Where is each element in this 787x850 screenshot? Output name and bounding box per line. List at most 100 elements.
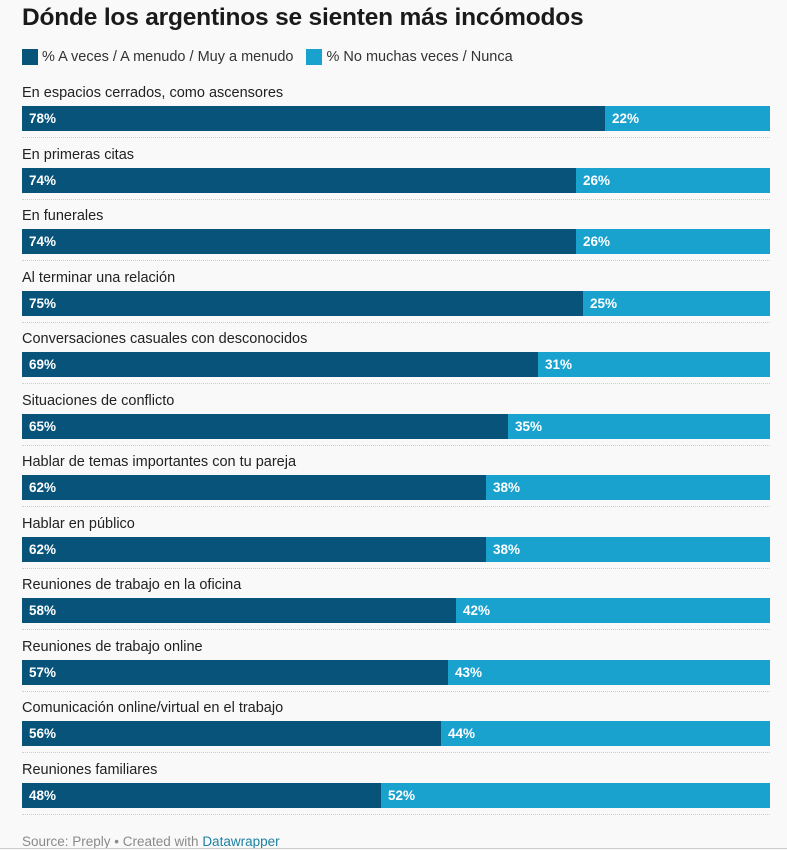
stacked-bar: 65% 35% bbox=[22, 413, 770, 439]
legend-label-frequent: % A veces / A menudo / Muy a menudo bbox=[42, 49, 294, 65]
datawrapper-link[interactable]: Datawrapper bbox=[202, 834, 280, 849]
data-label-frequent: 58% bbox=[29, 603, 57, 618]
legend-item-frequent: % A veces / A menudo / Muy a menudo bbox=[22, 49, 293, 65]
bar-segment-frequent bbox=[22, 413, 508, 439]
bar-row: Conversaciones casuales con desconocidos… bbox=[22, 330, 770, 386]
category-label: Reuniones de trabajo online bbox=[22, 638, 203, 655]
data-label-frequent: 65% bbox=[29, 418, 57, 434]
category-label: Reuniones familiares bbox=[22, 761, 158, 778]
legend: % A veces / A menudo / Muy a menudo % No… bbox=[22, 49, 526, 65]
data-label-frequent: 56% bbox=[29, 726, 57, 741]
category-label: En funerales bbox=[22, 208, 104, 224]
stacked-bar: 74% 26% bbox=[22, 229, 770, 254]
data-label-frequent: 69% bbox=[29, 357, 57, 372]
data-label-frequent: 75% bbox=[29, 295, 57, 311]
row-separator bbox=[22, 813, 770, 815]
category-label: Situaciones de conflicto bbox=[22, 392, 175, 409]
data-label-frequent: 78% bbox=[29, 111, 57, 126]
data-label-rare: 35% bbox=[515, 418, 543, 434]
stacked-bar: 56% 44% bbox=[22, 721, 770, 746]
bar-row: Reuniones de trabajo online 57% 43% bbox=[22, 638, 770, 694]
stacked-bar: 48% 52% bbox=[22, 782, 770, 808]
data-label-rare: 43% bbox=[455, 664, 483, 680]
legend-item-rare: % No muchas veces / Nunca bbox=[306, 49, 513, 65]
chart-title: Dónde los argentinos se sienten más incó… bbox=[22, 4, 584, 31]
row-separator bbox=[22, 198, 770, 200]
data-label-rare: 31% bbox=[545, 357, 573, 372]
data-label-rare: 44% bbox=[448, 726, 476, 741]
bar-segment-rare bbox=[381, 782, 770, 808]
source-text: Source: Preply • Created with bbox=[22, 834, 203, 849]
data-label-rare: 52% bbox=[388, 787, 416, 803]
bar-segment-frequent bbox=[22, 782, 381, 808]
data-label-frequent: 62% bbox=[29, 541, 57, 557]
bar-segment-frequent bbox=[22, 721, 441, 746]
bar-segment-rare bbox=[486, 475, 770, 500]
data-label-frequent: 48% bbox=[29, 787, 57, 803]
bar-segment-rare bbox=[486, 536, 770, 562]
bottom-divider bbox=[0, 848, 787, 849]
bar-segment-rare bbox=[448, 659, 770, 685]
bar-segment-frequent bbox=[22, 106, 605, 131]
footer: Source: Preply • Created with Datawrappe… bbox=[22, 834, 280, 849]
data-label-frequent: 57% bbox=[29, 664, 57, 680]
bar-segment-frequent bbox=[22, 659, 448, 685]
data-label-rare: 38% bbox=[493, 480, 521, 495]
row-separator bbox=[22, 567, 770, 569]
category-label: En espacios cerrados, como ascensores bbox=[22, 85, 284, 101]
stacked-bar: 74% 26% bbox=[22, 167, 770, 193]
category-label: Hablar de temas importantes con tu parej… bbox=[22, 454, 297, 470]
bar-row: En funerales 74% 26% bbox=[22, 207, 770, 263]
bar-row: Reuniones de trabajo en la oficina 58% 42% bbox=[22, 576, 770, 632]
bar-row: Reuniones familiares 48% 52% bbox=[22, 761, 770, 817]
data-label-rare: 26% bbox=[583, 234, 611, 249]
data-label-frequent: 62% bbox=[29, 480, 57, 495]
data-label-rare: 38% bbox=[493, 541, 521, 557]
bar-segment-rare bbox=[456, 598, 770, 623]
data-label-frequent: 74% bbox=[29, 234, 57, 249]
category-label: Reuniones de trabajo en la oficina bbox=[22, 577, 242, 593]
row-separator bbox=[22, 137, 770, 138]
bar-row: En espacios cerrados, como ascensores 78%… bbox=[22, 84, 770, 140]
row-separator bbox=[22, 752, 770, 753]
bar-segment-rare bbox=[576, 229, 770, 254]
bar-segment-frequent bbox=[22, 167, 576, 193]
row-separator bbox=[22, 690, 770, 692]
bar-segment-frequent bbox=[22, 475, 486, 500]
stacked-bar: 62% 38% bbox=[22, 536, 770, 562]
row-separator bbox=[22, 260, 770, 261]
category-label: En primeras citas bbox=[22, 146, 135, 163]
bar-segment-frequent bbox=[22, 229, 576, 254]
stacked-bar: 62% 38% bbox=[22, 475, 770, 500]
row-separator bbox=[22, 629, 770, 630]
stacked-bar: 57% 43% bbox=[22, 659, 770, 685]
bar-row: En primeras citas 74% 26% bbox=[22, 146, 770, 202]
legend-swatch-rare bbox=[306, 49, 323, 65]
bar-row: Hablar en público 62% 38% bbox=[22, 515, 770, 571]
bar-row: Al terminar una relación 75% 25% bbox=[22, 269, 770, 325]
legend-label-rare: % No muchas veces / Nunca bbox=[326, 49, 513, 65]
bar-row: Comunicación online/virtual en el trabaj… bbox=[22, 699, 770, 755]
stacked-bar: 78% 22% bbox=[22, 106, 770, 131]
row-separator bbox=[22, 383, 770, 384]
bar-segment-rare bbox=[576, 167, 770, 193]
bar-row: Hablar de temas importantes con tu parej… bbox=[22, 453, 770, 509]
bar-segment-rare bbox=[441, 721, 770, 746]
bar-segment-rare bbox=[605, 106, 770, 131]
bar-segment-frequent bbox=[22, 290, 583, 316]
bar-segment-frequent bbox=[22, 598, 456, 623]
bar-row: Situaciones de conflicto 65% 35% bbox=[22, 392, 770, 448]
stacked-bar: 75% 25% bbox=[22, 290, 770, 316]
category-label: Hablar en público bbox=[22, 515, 135, 532]
category-label: Al terminar una relación bbox=[22, 269, 176, 286]
bar-segment-rare bbox=[508, 413, 770, 439]
bar-segment-rare bbox=[583, 290, 770, 316]
row-separator bbox=[22, 506, 770, 507]
stacked-bar: 58% 42% bbox=[22, 598, 770, 623]
bar-segment-frequent bbox=[22, 352, 538, 377]
bar-segment-frequent bbox=[22, 536, 486, 562]
category-label: Conversaciones casuales con desconocidos bbox=[22, 331, 308, 347]
data-label-rare: 26% bbox=[583, 172, 611, 188]
data-label-frequent: 74% bbox=[29, 172, 57, 188]
